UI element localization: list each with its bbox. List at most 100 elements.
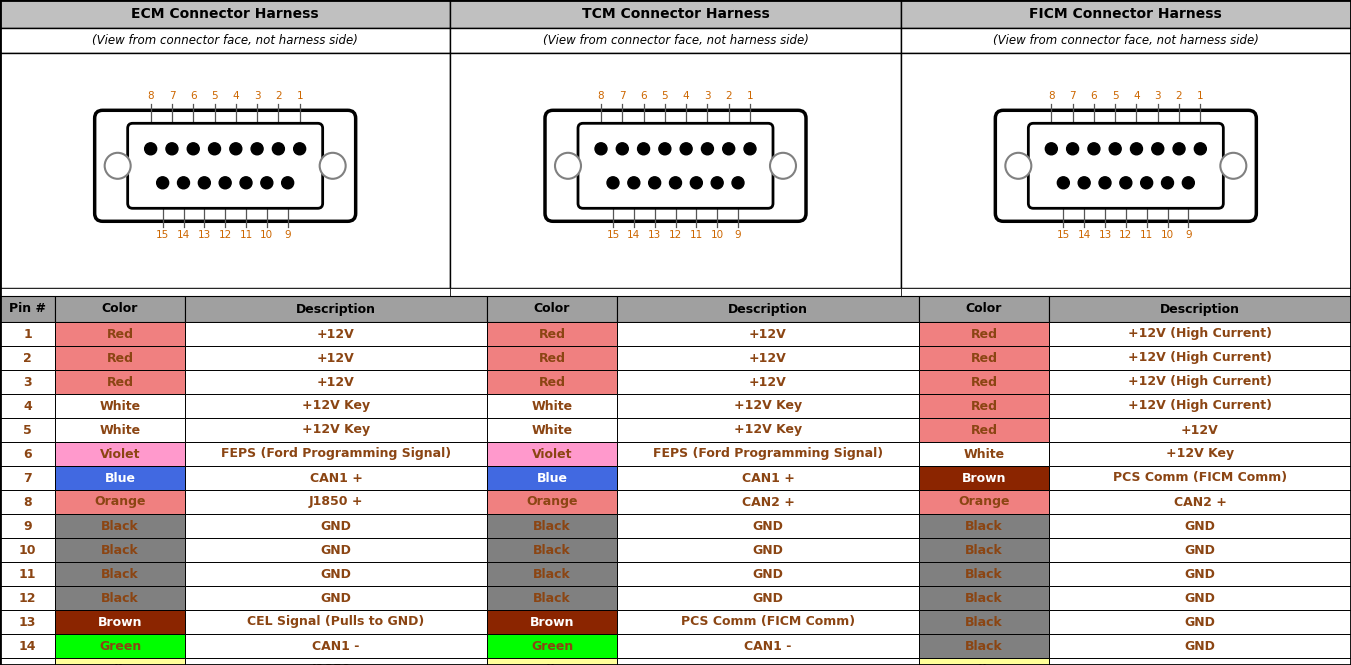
Text: Red: Red: [970, 352, 997, 364]
Text: 8: 8: [147, 91, 154, 101]
Text: Black: Black: [534, 591, 571, 604]
Circle shape: [670, 177, 681, 189]
FancyBboxPatch shape: [544, 110, 807, 221]
Circle shape: [723, 143, 735, 155]
Bar: [0, 562, 55, 586]
Bar: [0, 610, 55, 634]
Text: CEL Signal (Pulls to GND): CEL Signal (Pulls to GND): [247, 616, 424, 628]
Bar: [617, 538, 919, 562]
Circle shape: [1140, 177, 1152, 189]
Circle shape: [157, 177, 169, 189]
Text: +12V: +12V: [317, 376, 355, 388]
Bar: [1048, 296, 1351, 322]
Text: White: White: [531, 400, 573, 412]
Bar: [486, 370, 617, 394]
Bar: [486, 442, 617, 466]
Text: TCM Connector Harness: TCM Connector Harness: [582, 7, 769, 21]
Text: 3: 3: [23, 376, 32, 388]
Text: CAN2 +: CAN2 +: [742, 495, 794, 509]
Text: +12V (High Current): +12V (High Current): [1128, 327, 1273, 340]
Bar: [0, 0, 450, 28]
Text: 6: 6: [23, 448, 32, 460]
Bar: [185, 442, 486, 466]
Bar: [55, 442, 185, 466]
Text: Black: Black: [101, 591, 139, 604]
Text: Description: Description: [728, 303, 808, 315]
Bar: [450, 0, 901, 28]
Text: Color: Color: [966, 303, 1002, 315]
Text: Black: Black: [965, 616, 1002, 628]
Bar: [185, 658, 486, 665]
Bar: [617, 586, 919, 610]
Circle shape: [293, 143, 305, 155]
Circle shape: [188, 143, 199, 155]
Bar: [450, 53, 901, 288]
Text: Red: Red: [970, 327, 997, 340]
Text: 7: 7: [169, 91, 176, 101]
Text: CAN1 +: CAN1 +: [742, 471, 794, 485]
Bar: [185, 322, 486, 346]
Text: Black: Black: [965, 640, 1002, 652]
Text: 11: 11: [1140, 230, 1154, 240]
Text: +12V Key: +12V Key: [734, 400, 802, 412]
Text: Black: Black: [101, 543, 139, 557]
Text: Yellow: Yellow: [530, 664, 574, 665]
Text: +12V Key: +12V Key: [301, 400, 370, 412]
Text: GND: GND: [753, 519, 784, 533]
Text: Brown: Brown: [97, 616, 142, 628]
Bar: [617, 466, 919, 490]
Bar: [185, 586, 486, 610]
Text: Yellow: Yellow: [962, 664, 1006, 665]
Bar: [919, 466, 1048, 490]
Bar: [919, 346, 1048, 370]
Circle shape: [1120, 177, 1132, 189]
Bar: [617, 418, 919, 442]
Bar: [0, 322, 55, 346]
Circle shape: [607, 177, 619, 189]
Circle shape: [281, 177, 293, 189]
Circle shape: [240, 177, 253, 189]
Circle shape: [145, 143, 157, 155]
Bar: [185, 634, 486, 658]
Text: 15: 15: [19, 664, 36, 665]
Circle shape: [208, 143, 220, 155]
Circle shape: [1005, 153, 1031, 179]
Circle shape: [199, 177, 211, 189]
Text: 2: 2: [23, 352, 32, 364]
Text: ECM Connector Harness: ECM Connector Harness: [131, 7, 319, 21]
Bar: [0, 370, 55, 394]
Text: +12V: +12V: [317, 327, 355, 340]
Bar: [185, 418, 486, 442]
Circle shape: [1046, 143, 1058, 155]
Text: 13: 13: [19, 616, 36, 628]
Text: Color: Color: [534, 303, 570, 315]
Bar: [901, 28, 1351, 53]
Bar: [617, 514, 919, 538]
Circle shape: [628, 177, 640, 189]
Text: 13: 13: [197, 230, 211, 240]
Text: +12V Key: +12V Key: [1166, 448, 1233, 460]
Text: GND: GND: [320, 519, 351, 533]
Bar: [486, 610, 617, 634]
Text: 9: 9: [735, 230, 742, 240]
Circle shape: [1109, 143, 1121, 155]
Circle shape: [320, 153, 346, 179]
Bar: [1048, 346, 1351, 370]
Bar: [55, 346, 185, 370]
Text: GND: GND: [1185, 591, 1216, 604]
Text: 9: 9: [284, 230, 290, 240]
Text: 14: 14: [19, 640, 36, 652]
Bar: [450, 288, 901, 296]
Bar: [0, 296, 55, 322]
Text: +12V: +12V: [748, 327, 786, 340]
Text: White: White: [100, 424, 141, 436]
Text: 9: 9: [23, 519, 32, 533]
FancyBboxPatch shape: [996, 110, 1256, 221]
Text: Orange: Orange: [95, 495, 146, 509]
Text: 14: 14: [1078, 230, 1090, 240]
Bar: [617, 322, 919, 346]
Text: CAN2 +: CAN2 +: [1174, 495, 1227, 509]
Text: 3: 3: [1155, 91, 1161, 101]
Bar: [0, 418, 55, 442]
Bar: [185, 346, 486, 370]
